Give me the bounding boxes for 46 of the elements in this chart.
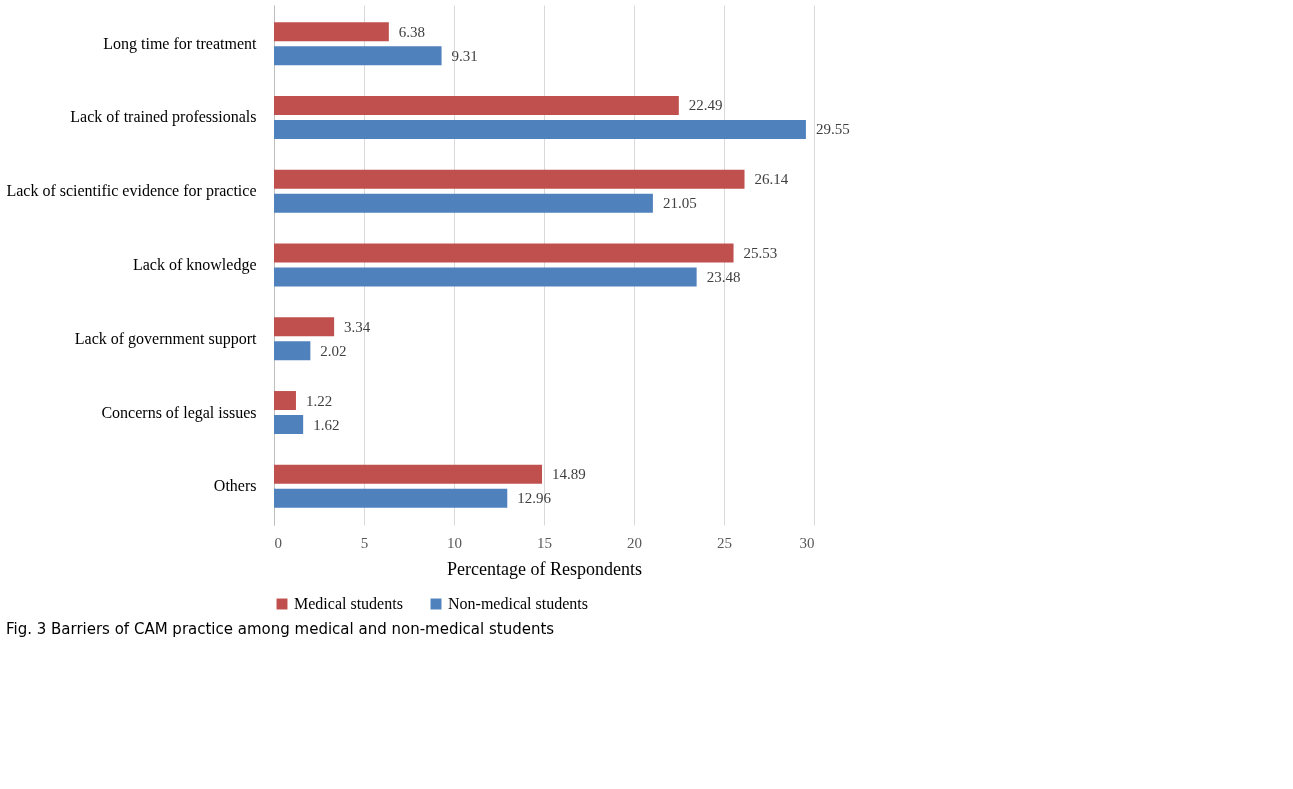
- x-tick-label: 5: [360, 534, 369, 551]
- bar: [274, 415, 304, 434]
- data-label: 2.02: [320, 342, 347, 359]
- y-tick-label: Lack of knowledge: [132, 256, 257, 274]
- y-tick-label: Lack of scientific evidence for practice: [6, 182, 257, 201]
- data-label: 26.14: [754, 171, 789, 188]
- bar: [274, 267, 697, 287]
- bar: [274, 46, 442, 66]
- bar: [274, 341, 311, 361]
- data-label: 29.55: [815, 121, 850, 138]
- data-label: 25.53: [743, 245, 778, 262]
- x-axis-title: Percentage of Respondents: [447, 558, 642, 579]
- bar: [274, 96, 679, 115]
- data-label: 6.38: [398, 23, 426, 40]
- x-tick-label: 30: [799, 534, 815, 551]
- y-tick-label: Long time for treatment: [103, 34, 258, 53]
- data-label: 22.49: [688, 97, 723, 114]
- y-tick-label: Others: [213, 477, 257, 495]
- data-label: 14.89: [552, 466, 586, 483]
- x-tick-label: 10: [447, 534, 462, 551]
- bar: [274, 169, 745, 189]
- x-tick-label: 25: [717, 534, 732, 551]
- data-label: 1.22: [305, 392, 333, 409]
- data-label: 3.34: [344, 318, 371, 335]
- legend-label: Medical students: [294, 595, 403, 612]
- bar: [274, 317, 335, 337]
- data-label: 23.48: [706, 268, 741, 285]
- x-tick-label: 0: [274, 534, 282, 551]
- data-label: 1.62: [313, 416, 340, 433]
- x-tick-label: 15: [537, 534, 552, 551]
- legend-label: Non-medical students: [448, 595, 588, 612]
- bar: [274, 488, 508, 508]
- bar: [274, 464, 543, 484]
- text: Fig. 3 Barriers of CAM practice among medical and non-medical students: [5, 620, 555, 638]
- bar: [274, 391, 296, 411]
- y-tick-label: Lack of government support: [74, 329, 258, 348]
- data-label: 9.31: [451, 47, 478, 64]
- data-label: 12.96: [517, 490, 552, 507]
- bar: [274, 119, 806, 139]
- bar: [274, 193, 653, 213]
- x-tick-label: 20: [627, 534, 642, 551]
- data-label: 21.05: [662, 195, 697, 212]
- y-tick-label: Concerns of legal issues: [101, 403, 257, 422]
- bar: [274, 243, 734, 263]
- y-tick-label: Lack of trained professionals: [70, 108, 257, 127]
- bar: [274, 22, 389, 42]
